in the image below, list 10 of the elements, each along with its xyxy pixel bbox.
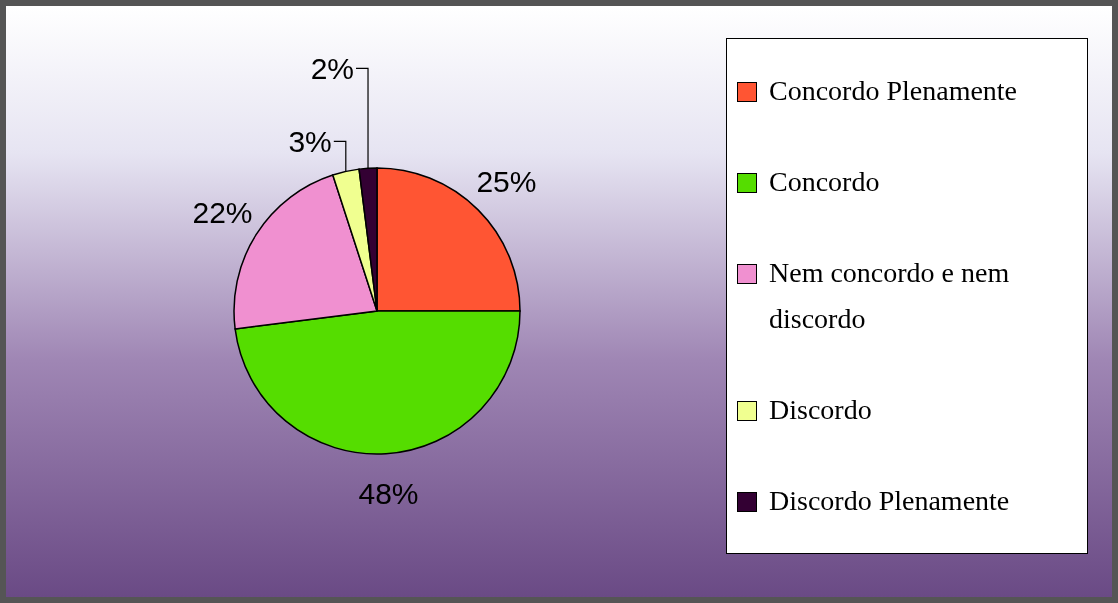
data-label: 2% [310, 51, 355, 85]
data-label: 25% [476, 165, 537, 199]
data-label: 48% [358, 477, 419, 511]
legend-label: Nem concordo e nem discordo [769, 255, 1011, 336]
data-label: 22% [192, 196, 253, 230]
data-label: 3% [288, 124, 332, 158]
legend-label: Discordo Plenamente [769, 484, 1010, 519]
legend-label: Discordo [769, 393, 872, 428]
legend-label: Concordo Plenamente [769, 73, 1018, 108]
legend-label: Concordo [769, 164, 880, 199]
